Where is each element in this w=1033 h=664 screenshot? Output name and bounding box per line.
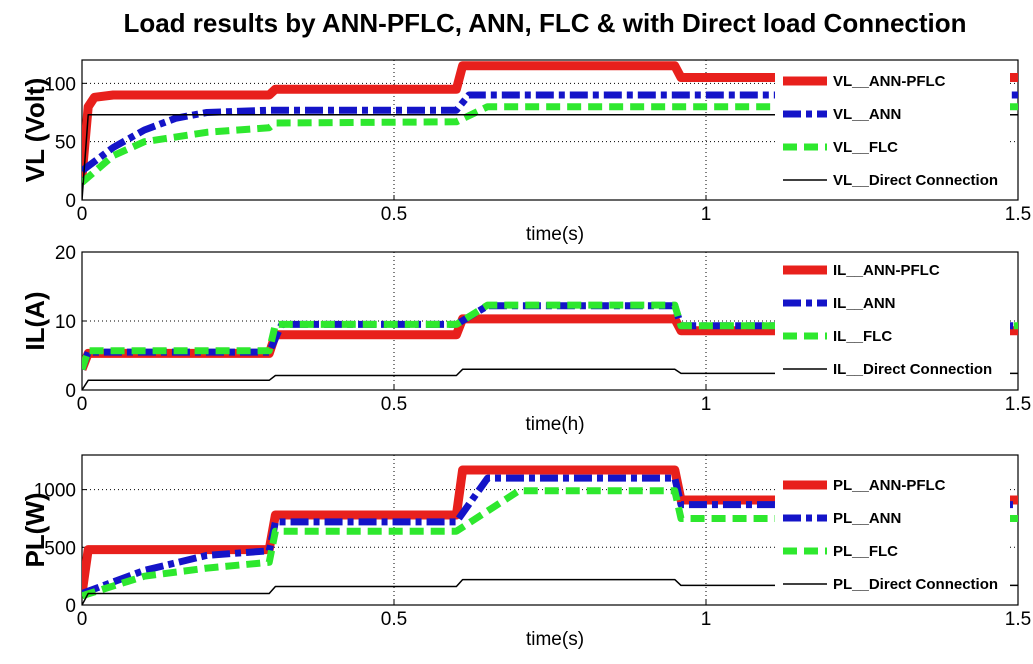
legend-label: PL__ANN-PFLC [833, 477, 946, 494]
legend-label: PL__Direct Connection [833, 576, 998, 593]
legend-label: VL__ANN [833, 106, 901, 123]
y-tick-label: 20 [55, 243, 76, 264]
chart-panel-1: 0 0.5 1 1.5 0 50 100 time(s) VL (Volt) VL__ANN-PF… [20, 59, 1031, 245]
series-group [82, 301, 1018, 390]
figure-title: Load results by ANN-PFLC, ANN, FLC & wit… [123, 8, 966, 38]
legend-label: PL__FLC [833, 543, 898, 560]
x-tick-label: 1.5 [1005, 204, 1031, 225]
y-tick-label: 50 [55, 133, 76, 154]
x-tick-label: 0 [77, 394, 88, 415]
legend-label: IL__ANN [833, 295, 896, 312]
series-group [82, 61, 1018, 200]
series-line-ann_pflc [82, 61, 1018, 178]
x-tick-label: 1.5 [1005, 394, 1031, 415]
legend: PL__ANN-PFLC PL__ANN PL__FLC PL__Direct Con… [775, 469, 1010, 597]
legend-label: VL__FLC [833, 139, 898, 156]
legend-label: VL__ANN-PFLC [833, 73, 946, 90]
y-tick-label: 10 [55, 312, 76, 333]
legend-box [775, 65, 1010, 193]
x-tick-label: 1 [701, 609, 712, 630]
y-axis-label: IL(A) [20, 291, 50, 350]
y-axis-label: VL (Volt) [20, 78, 50, 182]
x-tick-label: 0.5 [381, 204, 407, 225]
x-tick-label: 1.5 [1005, 609, 1031, 630]
y-tick-label: 500 [44, 538, 76, 559]
y-tick-label: 0 [65, 596, 76, 617]
series-line-ann [82, 91, 1018, 174]
x-tick-label: 0 [77, 609, 88, 630]
y-tick-label: 0 [65, 381, 76, 402]
chart-panel-2: 0 0.5 1 1.501020time(h)IL(A)IL__ANN-PFLCIL_… [20, 243, 1031, 435]
x-tick-label: 0.5 [381, 609, 407, 630]
y-axis-label: PL(W) [20, 492, 50, 567]
series-line-flc [82, 301, 1018, 371]
legend-box [775, 254, 1010, 382]
x-tick-label: 0.5 [381, 394, 407, 415]
legend: IL__ANN-PFLC IL__ANN IL__FLC IL__Direct Con… [775, 254, 1010, 382]
series-line-flc [82, 487, 1018, 600]
x-tick-label: 1 [701, 204, 712, 225]
series-line-ann [82, 302, 1018, 371]
x-axis-label: time(h) [525, 414, 584, 435]
y-tick-label: 0 [65, 191, 76, 212]
legend-label: IL__Direct Connection [833, 361, 992, 378]
x-axis-label: time(s) [526, 629, 584, 650]
y-tick-label: 100 [44, 74, 76, 95]
legend-label: IL__FLC [833, 328, 892, 345]
x-tick-label: 1 [701, 394, 712, 415]
series-line-flc [82, 103, 1018, 186]
legend: VL__ANN-PFLC VL__ANN VL__FLC VL__Direct Con… [775, 65, 1010, 193]
legend-label: PL__ANN [833, 510, 901, 527]
legend-label: IL__ANN-PFLC [833, 262, 940, 279]
y-tick-label: 1000 [34, 481, 76, 502]
series-line-direct [82, 114, 1018, 200]
x-axis-label: time(s) [526, 224, 584, 245]
series-group [82, 465, 1018, 605]
legend-box [775, 469, 1010, 597]
chart-panel-3: 0 0.5 1 1.5 0 500 1000 time(s) PL(W) PL__ANN-PFLC… [20, 454, 1031, 650]
series-line-direct [82, 578, 1018, 605]
series-line-direct [82, 368, 1018, 390]
x-tick-label: 0 [77, 204, 88, 225]
legend-label: VL__Direct Connection [833, 172, 998, 189]
